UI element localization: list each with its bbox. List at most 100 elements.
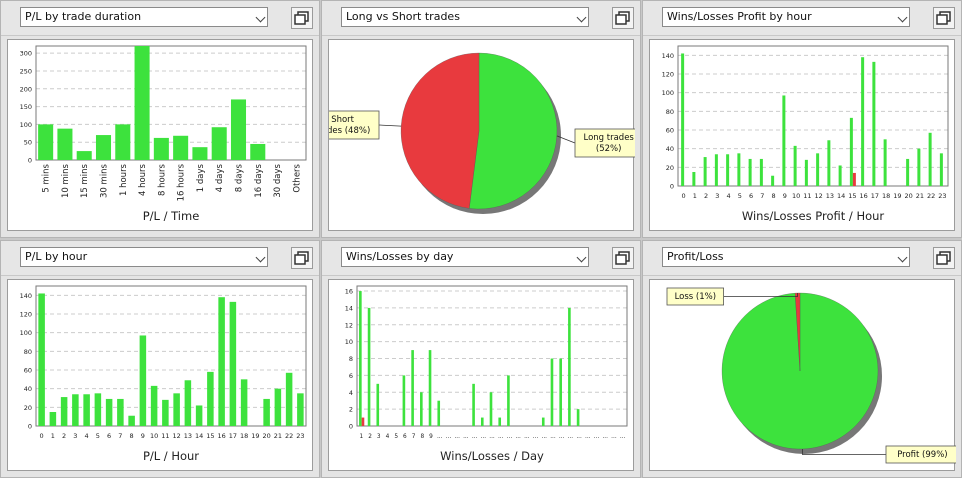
x-tick-label: Others bbox=[292, 163, 302, 192]
x-tick-label: 2 bbox=[704, 192, 708, 200]
bar bbox=[793, 145, 797, 186]
chart-area: 0 20 40 60 80 100 120 140 0 1 2 3 4 5 6 7 8 9 10 11 12 13 14 15… bbox=[649, 39, 955, 231]
plot-frame bbox=[677, 45, 949, 187]
x-tick-label: ... bbox=[472, 434, 478, 440]
x-tick-label: 8 bbox=[420, 434, 424, 440]
x-tick-label: 14 bbox=[195, 432, 203, 440]
x-tick-label: 15 bbox=[848, 192, 856, 200]
x-tick-label: 5 bbox=[738, 192, 742, 200]
chart-type-select[interactable]: P/L by trade duration bbox=[20, 7, 268, 27]
x-tick-label: ... bbox=[559, 434, 565, 440]
bar bbox=[939, 153, 943, 186]
select-value: Profit/Loss bbox=[667, 250, 724, 263]
y-tick-label: 14 bbox=[345, 304, 353, 312]
chart-type-select[interactable]: Long vs Short trades bbox=[341, 7, 589, 27]
chevron-down-icon[interactable] bbox=[576, 12, 587, 23]
bar bbox=[250, 143, 266, 160]
bar bbox=[411, 350, 414, 426]
bar bbox=[184, 380, 192, 426]
y-tick-label: 12 bbox=[345, 321, 353, 329]
bar bbox=[230, 99, 247, 160]
y-tick-label: 100 bbox=[20, 329, 32, 337]
panel-pl-by-hour: P/L by hour 0 20 40 60 80 100 120 140 0 1 2 3 4 5 6 7 8 9… bbox=[0, 240, 320, 478]
x-tick-label: 10 mins bbox=[61, 163, 71, 198]
x-tick-label: ... bbox=[550, 434, 556, 440]
x-tick-label: 23 bbox=[938, 192, 946, 200]
bar bbox=[72, 394, 79, 426]
bar bbox=[703, 157, 707, 186]
select-value: P/L by trade duration bbox=[25, 10, 142, 23]
x-tick-label: 1 hours bbox=[119, 163, 129, 196]
x-tick-label: 9 bbox=[429, 434, 433, 440]
restore-window-button[interactable] bbox=[612, 7, 634, 29]
x-tick-label: 17 bbox=[229, 432, 237, 440]
bar bbox=[692, 172, 696, 186]
x-tick-label: ... bbox=[463, 434, 469, 440]
chevron-down-icon[interactable] bbox=[255, 12, 266, 23]
chevron-down-icon[interactable] bbox=[897, 12, 908, 23]
bar bbox=[714, 154, 718, 186]
x-tick-label: 11 bbox=[803, 192, 811, 200]
label-leader-line bbox=[802, 448, 886, 455]
restore-window-button[interactable] bbox=[291, 7, 313, 29]
x-tick-label: 1 bbox=[51, 432, 55, 440]
x-tick-label: 4 bbox=[85, 432, 89, 440]
y-tick-label: 250 bbox=[20, 67, 32, 75]
bar bbox=[128, 415, 135, 426]
x-tick-label: 8 bbox=[772, 192, 776, 200]
x-tick-label: 10 bbox=[150, 432, 158, 440]
bar bbox=[489, 392, 493, 426]
y-tick-label: 80 bbox=[24, 348, 32, 356]
bar bbox=[437, 400, 441, 426]
x-tick-label: 19 bbox=[251, 432, 259, 440]
y-tick-label: 150 bbox=[20, 103, 32, 111]
x-tick-label: 16 hours bbox=[177, 163, 187, 201]
restore-window-button[interactable] bbox=[933, 247, 955, 269]
bar bbox=[376, 383, 380, 426]
bar bbox=[472, 383, 475, 426]
chart-type-select[interactable]: P/L by hour bbox=[20, 247, 268, 267]
slice-label-box bbox=[666, 287, 724, 306]
pie-chart: Profit (99%) Loss (1%) bbox=[666, 287, 960, 464]
x-tick-label: ... bbox=[446, 434, 452, 440]
bar bbox=[94, 393, 102, 426]
chart-type-select[interactable]: Profit/Loss bbox=[662, 247, 910, 267]
label-leader-line bbox=[723, 293, 798, 297]
panel-wins-losses-by-day: Wins/Losses by day 0 2 4 6 8 10 12 14 16 1 2 3 4 5 6 7 8… bbox=[321, 240, 641, 478]
y-tick-label: 60 bbox=[24, 367, 32, 375]
x-tick-label: 9 bbox=[141, 432, 145, 440]
bar bbox=[229, 301, 237, 426]
chevron-down-icon[interactable] bbox=[576, 252, 587, 263]
bar bbox=[507, 375, 510, 426]
bar bbox=[162, 399, 169, 426]
x-tick-label: 4 hours bbox=[138, 163, 148, 196]
x-tick-label: 10 bbox=[792, 192, 800, 200]
chart-type-select[interactable]: Wins/Losses Profit by hour bbox=[662, 7, 910, 27]
restore-window-button[interactable] bbox=[612, 247, 634, 269]
restore-window-button[interactable] bbox=[291, 247, 313, 269]
bar bbox=[928, 132, 932, 186]
bar bbox=[115, 124, 131, 160]
y-tick-label: 4 bbox=[349, 389, 353, 397]
bar bbox=[576, 409, 580, 426]
restore-window-icon bbox=[294, 251, 309, 265]
y-tick-label: 80 bbox=[666, 108, 674, 116]
bar bbox=[861, 57, 865, 187]
x-tick-label: 1 days bbox=[196, 163, 206, 192]
x-tick-label: 3 bbox=[715, 192, 719, 200]
x-tick-label: 16 bbox=[217, 432, 225, 440]
restore-window-button[interactable] bbox=[933, 7, 955, 29]
panel-wins-losses-profit-by-hour: Wins/Losses Profit by hour 0 20 40 60 80 100 1… bbox=[642, 0, 962, 238]
y-tick-label: 0 bbox=[28, 423, 32, 431]
x-tick-label: 13 bbox=[184, 432, 192, 440]
bar bbox=[211, 127, 227, 160]
chevron-down-icon[interactable] bbox=[897, 252, 908, 263]
chevron-down-icon[interactable] bbox=[255, 252, 266, 263]
bar bbox=[139, 335, 147, 426]
pie-slice bbox=[400, 52, 480, 209]
chart-type-select[interactable]: Wins/Losses by day bbox=[341, 247, 589, 267]
x-tick-label: 1 bbox=[693, 192, 697, 200]
